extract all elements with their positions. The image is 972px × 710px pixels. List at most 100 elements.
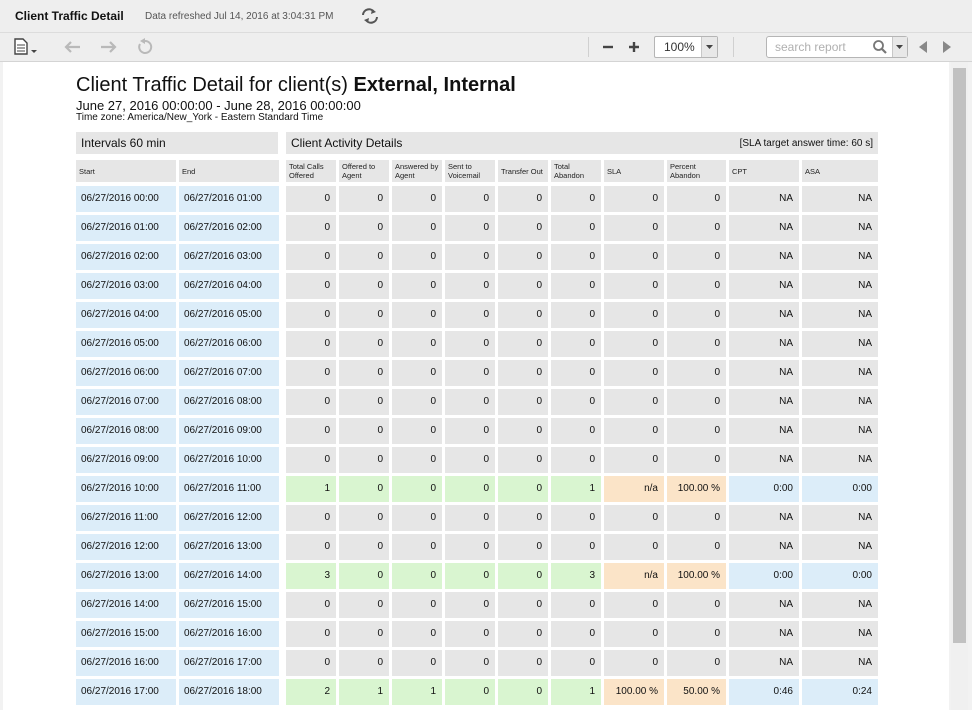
interval-start-cell: 06/27/2016 00:00: [76, 186, 176, 212]
column-header-label: Total Calls Offered: [289, 162, 324, 180]
column-header[interactable]: Total Abandon: [551, 160, 601, 182]
metric-cell: 0: [667, 592, 726, 618]
metric-cell: NA: [802, 302, 878, 328]
zoom-value: 100%: [664, 40, 695, 54]
search-icon[interactable]: [872, 39, 888, 60]
metric-cell: 0: [339, 650, 389, 676]
metric-cell: 0: [551, 592, 601, 618]
scrollbar-thumb[interactable]: [953, 68, 966, 643]
metric-cell: 0: [445, 650, 495, 676]
column-header[interactable]: Sent to Voicemail: [445, 160, 495, 182]
metric-cell: 0: [286, 592, 336, 618]
column-header[interactable]: End: [179, 160, 279, 182]
interval-start-cell: 06/27/2016 17:00: [76, 679, 176, 705]
column-header[interactable]: ASA: [802, 160, 878, 182]
column-header[interactable]: Total Calls Offered: [286, 160, 336, 182]
metric-cell: NA: [802, 534, 878, 560]
column-header[interactable]: Offered to Agent: [339, 160, 389, 182]
zoom-out-icon[interactable]: [598, 37, 618, 57]
interval-start-cell: 06/27/2016 10:00: [76, 476, 176, 502]
metric-cell: 0: [339, 215, 389, 241]
column-header[interactable]: SLA: [604, 160, 664, 182]
metric-cell: 0: [339, 331, 389, 357]
interval-end-cell: 06/27/2016 08:00: [179, 389, 279, 415]
metric-cell: 0: [392, 302, 442, 328]
metric-cell: 0: [604, 418, 664, 444]
metric-cell: 0: [498, 650, 548, 676]
metric-cell: 0: [392, 447, 442, 473]
metric-cell: NA: [729, 621, 799, 647]
metric-cell: 0: [392, 273, 442, 299]
report-timezone: Time zone: America/New_York - Eastern St…: [76, 112, 324, 123]
interval-start-cell: 06/27/2016 11:00: [76, 505, 176, 531]
reset-icon[interactable]: [134, 37, 156, 57]
metric-cell: 0: [445, 273, 495, 299]
redo-icon[interactable]: [97, 37, 119, 57]
previous-match-icon[interactable]: [914, 37, 932, 57]
metric-cell: NA: [802, 447, 878, 473]
metric-cell: 0: [445, 389, 495, 415]
interval-end-cell: 06/27/2016 14:00: [179, 563, 279, 589]
zoom-in-icon[interactable]: [624, 37, 644, 57]
search-input[interactable]: [775, 39, 870, 54]
metric-cell: 0: [498, 476, 548, 502]
export-document-icon[interactable]: [12, 37, 40, 57]
metric-cell: 0: [445, 476, 495, 502]
interval-start-cell: 06/27/2016 03:00: [76, 273, 176, 299]
refresh-timestamp: Data refreshed Jul 14, 2016 at 3:04:31 P…: [145, 11, 334, 22]
metric-cell: NA: [729, 302, 799, 328]
metric-cell: NA: [729, 592, 799, 618]
metric-cell: NA: [729, 534, 799, 560]
chevron-down-icon[interactable]: [701, 37, 717, 57]
metric-cell: 0: [286, 302, 336, 328]
zoom-select[interactable]: 100%: [654, 36, 718, 58]
chevron-down-icon[interactable]: [892, 37, 907, 57]
metric-cell: 0: [445, 244, 495, 270]
vertical-scrollbar[interactable]: [951, 62, 968, 710]
column-header[interactable]: Transfer Out: [498, 160, 548, 182]
column-header[interactable]: Start: [76, 160, 176, 182]
next-match-icon[interactable]: [938, 37, 956, 57]
column-header[interactable]: Answered by Agent: [392, 160, 442, 182]
metric-cell: 0: [286, 244, 336, 270]
report-date-range: June 27, 2016 00:00:00 - June 28, 2016 0…: [76, 98, 361, 113]
metric-cell: 2: [286, 679, 336, 705]
metric-cell: 0: [286, 215, 336, 241]
metric-cell: 0: [604, 215, 664, 241]
metric-cell: 0: [339, 447, 389, 473]
refresh-icon[interactable]: [359, 6, 381, 26]
metric-cell: 0: [498, 592, 548, 618]
search-field[interactable]: [766, 36, 908, 58]
sla-target-label: [SLA target answer time: 60 s]: [739, 138, 873, 149]
column-header[interactable]: CPT: [729, 160, 799, 182]
metric-cell: 0: [392, 186, 442, 212]
column-header-label: Transfer Out: [501, 166, 543, 176]
metric-cell: NA: [729, 650, 799, 676]
metric-cell: 0: [286, 186, 336, 212]
column-header[interactable]: Percent Abandon: [667, 160, 726, 182]
metric-cell: 100.00 %: [667, 476, 726, 502]
metric-cell: 0: [339, 621, 389, 647]
metric-cell: 50.00 %: [667, 679, 726, 705]
metric-cell: 0: [551, 621, 601, 647]
metric-cell: 0: [551, 215, 601, 241]
metric-cell: 0: [339, 389, 389, 415]
metric-cell: 100.00 %: [667, 563, 726, 589]
metric-cell: 0: [392, 331, 442, 357]
metric-cell: 0: [667, 534, 726, 560]
metric-cell: 0: [392, 650, 442, 676]
metric-cell: NA: [802, 273, 878, 299]
metric-cell: 0: [604, 534, 664, 560]
metric-cell: 0: [445, 186, 495, 212]
metric-cell: 0: [392, 592, 442, 618]
metric-cell: NA: [729, 331, 799, 357]
metric-cell: NA: [729, 244, 799, 270]
metric-cell: 0: [604, 273, 664, 299]
metric-cell: 0: [339, 505, 389, 531]
metric-cell: 0: [498, 447, 548, 473]
metric-cell: 1: [339, 679, 389, 705]
undo-icon[interactable]: [62, 37, 84, 57]
metric-cell: 0: [667, 360, 726, 386]
metric-cell: 0: [339, 244, 389, 270]
interval-start-cell: 06/27/2016 05:00: [76, 331, 176, 357]
